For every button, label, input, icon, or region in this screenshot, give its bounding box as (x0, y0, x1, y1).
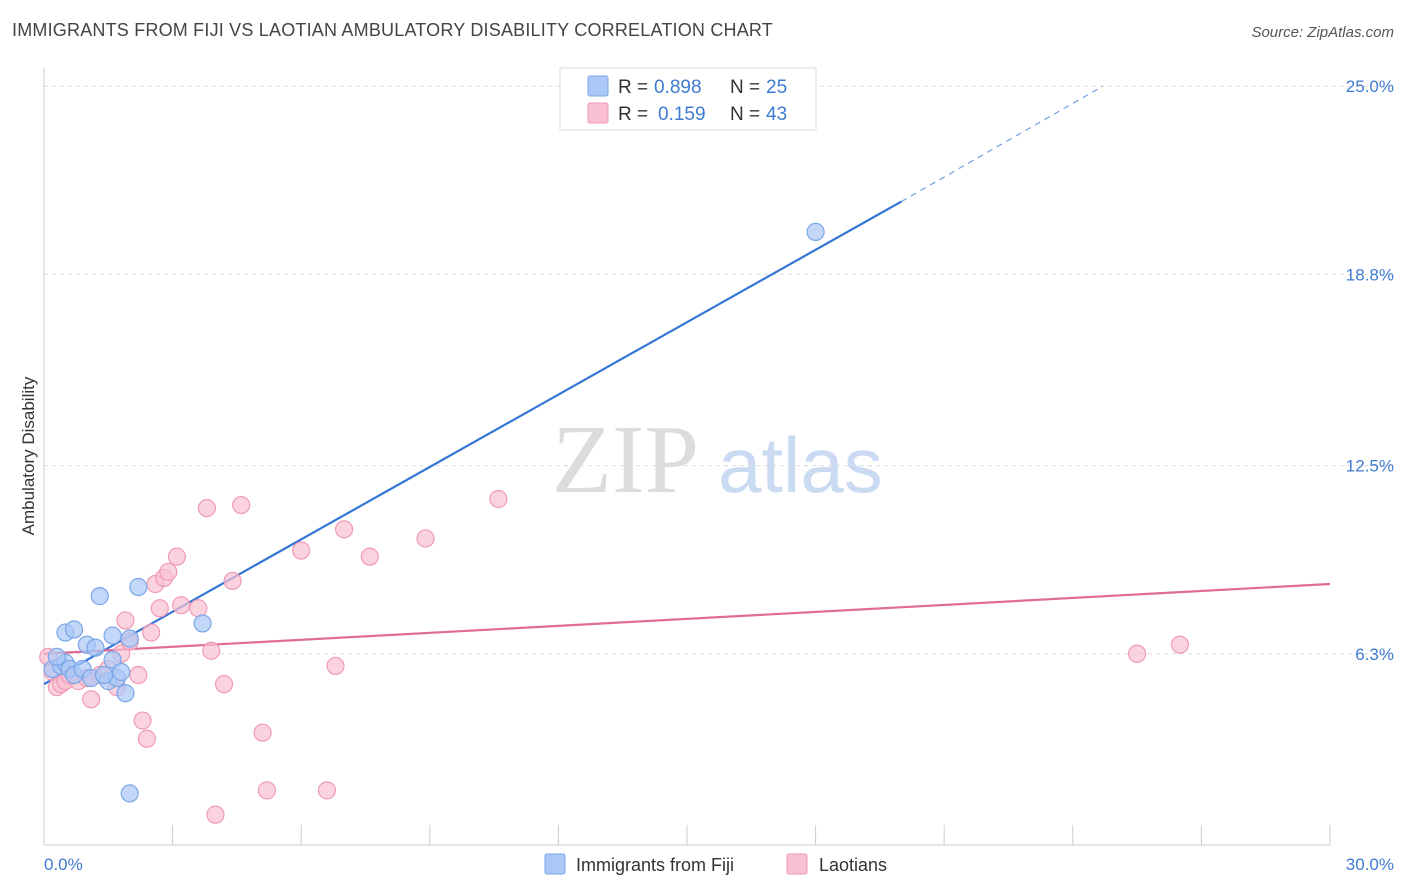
legend-r-label-fiji: R = (618, 77, 648, 98)
point-laotians-38 (360, 547, 379, 566)
y-tick-label-3: 25.0% (1346, 77, 1394, 96)
point-fiji-16 (120, 784, 139, 803)
legend-bottom-swatch-fiji (544, 853, 566, 875)
legend-top: R = 0.898 N = 25 R = 0.159 N = 43 (559, 67, 817, 131)
point-laotians-37 (334, 520, 354, 539)
point-laotians-24 (172, 596, 191, 615)
chart-source: Source: ZipAtlas.com (1251, 24, 1394, 41)
legend-r-label-laotians: R = (618, 104, 648, 125)
point-laotians-15 (129, 665, 148, 685)
point-laotians-30 (223, 571, 242, 591)
point-laotians-39 (416, 529, 435, 548)
point-laotians-41 (1127, 644, 1147, 663)
point-laotians-25 (189, 599, 208, 618)
point-fiji-9 (90, 587, 109, 606)
data-points (39, 222, 1190, 824)
watermark: ZIP atlas (552, 406, 883, 514)
point-fiji-14 (112, 662, 131, 682)
legend-swatch-laotians (587, 102, 609, 124)
x-tick-label-max: 30.0% (1346, 855, 1394, 874)
y-tick-label-0: 6.3% (1355, 645, 1394, 664)
point-laotians-29 (214, 675, 234, 694)
point-laotians-23 (167, 547, 186, 566)
legend-bottom-label-laotians: Laotians (819, 855, 887, 875)
point-laotians-36 (326, 656, 345, 676)
point-fiji-12 (103, 626, 122, 645)
point-laotians-18 (142, 623, 161, 642)
legend-r-value-fiji: 0.898 (654, 77, 702, 98)
point-fiji-6 (64, 620, 84, 639)
y-tick-label-2: 18.8% (1346, 265, 1394, 284)
point-fiji-15 (116, 684, 135, 703)
trend-line-1 (43, 582, 1331, 655)
point-fiji-19 (193, 614, 212, 633)
y-tick-labels: 6.3% 12.5% 18.8% 25.0% (1346, 77, 1394, 664)
legend-bottom-swatch-laotians (786, 853, 808, 875)
legend-r-value-laotians: 0.159 (658, 104, 706, 125)
point-fiji-18 (129, 577, 148, 597)
chart-title: IMMIGRANTS FROM FIJI VS LAOTIAN AMBULATO… (12, 20, 773, 40)
point-laotians-34 (292, 541, 311, 560)
watermark-zip: ZIP (552, 406, 699, 514)
x-ticks (43, 825, 1331, 845)
y-tick-label-1: 12.5% (1346, 457, 1394, 476)
legend-n-value-fiji: 25 (766, 77, 787, 98)
point-laotians-35 (317, 781, 337, 800)
trend-line-ext-0 (901, 85, 1104, 203)
point-laotians-13 (116, 611, 135, 630)
y-axis-label: Ambulatory Disability (19, 376, 38, 535)
point-fiji-8 (86, 638, 105, 657)
point-laotians-16 (133, 711, 152, 730)
point-laotians-32 (253, 723, 272, 742)
point-laotians-31 (232, 495, 251, 515)
x-tick-label-min: 0.0% (44, 855, 83, 874)
point-laotians-26 (197, 498, 216, 518)
point-fiji-17 (120, 629, 139, 648)
legend-bottom: Immigrants from Fiji Laotians (544, 853, 887, 875)
legend-swatch-fiji (587, 75, 609, 97)
grid-lines (44, 85, 1394, 655)
point-laotians-22 (159, 562, 178, 581)
legend-n-label-fiji: N = (730, 77, 760, 98)
legend-n-label-laotians: N = (730, 104, 760, 125)
point-fiji-22 (47, 647, 66, 666)
point-laotians-20 (150, 599, 169, 618)
point-laotians-40 (489, 489, 508, 509)
point-laotians-42 (1170, 635, 1190, 654)
legend-bottom-label-fiji: Immigrants from Fiji (576, 855, 734, 875)
point-fiji-24 (806, 222, 825, 241)
watermark-atlas: atlas (718, 421, 883, 509)
point-laotians-27 (202, 641, 221, 660)
trend-lines (43, 85, 1331, 686)
point-fiji-23 (94, 665, 114, 685)
point-laotians-28 (206, 805, 225, 824)
point-laotians-8 (82, 690, 101, 709)
point-laotians-33 (257, 781, 277, 800)
legend-n-value-laotians: 43 (766, 104, 787, 125)
point-laotians-17 (137, 729, 156, 748)
